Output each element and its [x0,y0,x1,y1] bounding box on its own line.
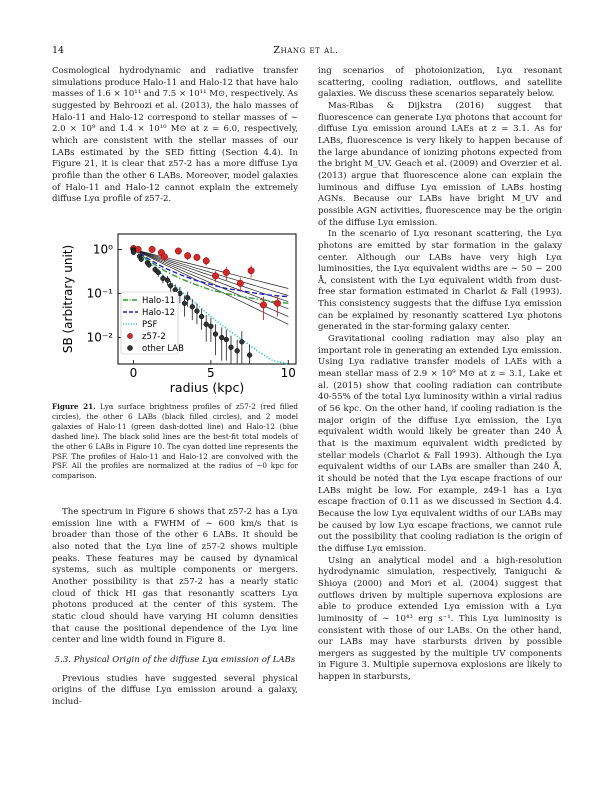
legend-label: Halo-11 [142,296,175,306]
x-axis-label: radius (kpc) [170,380,244,395]
other-lab-point [228,344,234,350]
other-lab-point [223,336,229,343]
legend-label: other LAB [142,344,184,354]
figure-caption: Figure 21. Lyα surface brightness profil… [52,402,298,481]
other-lab-point [160,275,166,282]
legend-label: PSF [142,320,158,330]
other-lab-point [146,262,152,268]
best-fit-line-3 [133,249,289,303]
left-column-bottom: The spectrum in Figure 6 shows that z57-… [52,507,298,709]
other-lab-point [189,304,195,310]
page-number: 14 [52,45,65,56]
z57-2-point [222,269,230,276]
other-lab-point [246,352,253,358]
best-fit-line-6 [133,249,289,325]
caption-label: Figure 21. [52,402,96,411]
psf-model-line [133,248,289,365]
z57-2-point [148,245,156,253]
other-lab-point [155,269,161,276]
y-tick-label: 10⁻¹ [87,286,114,300]
rc-paragraph-3: In the scenario of Lyα resonant scatteri… [318,229,562,333]
legend-marker [127,345,133,351]
plot-frame [117,233,297,365]
other-lab-point [185,295,191,301]
z57-2-point [193,253,201,261]
rc-paragraph-1: ing scenarios of photoionization, Lyα re… [318,66,562,100]
other-lab-point [234,348,240,354]
best-fit-line-4 [133,249,289,310]
other-lab-point [239,339,245,345]
halo-11-model-line [133,248,289,304]
x-tick-label: 10 [281,366,296,380]
best-fit-line-1 [133,249,289,289]
legend-label: z57-2 [142,332,166,342]
legend-label: Halo-12 [142,308,175,318]
other-lab-point [164,277,171,283]
z57-2-point [202,257,210,265]
section-paragraph: Previous studies have suggested several … [52,673,298,707]
y-axis-label: SB (arbitrary unit) [61,245,75,353]
spectrum-paragraph: The spectrum in Figure 6 shows that z57-… [52,507,298,646]
z57-2-point [184,252,192,260]
other-lab-point [219,334,225,341]
rc-paragraph-2: Mas-Ribas & Dijkstra (2016) suggest that… [318,100,562,228]
z57-2-point [260,301,267,309]
z57-2-point [247,267,255,275]
y-tick-label: 10⁰ [93,242,113,256]
rc-paragraph-4: Gravitational cooling radiation may also… [318,334,562,554]
other-lab-point [208,323,214,329]
running-title: Zhang et al. [273,45,339,56]
other-lab-point [212,331,219,337]
best-fit-line-2 [133,249,289,296]
legend-box [120,291,179,355]
other-lab-point [203,321,209,327]
other-lab-point [194,308,200,314]
z57-2-point [212,272,219,280]
caption-text: Lyα surface brightness profiles of z57-2… [52,402,298,481]
z57-2-point [174,247,182,255]
other-lab-point [198,313,205,320]
other-lab-point [167,283,174,289]
x-tick-label: 0 [130,366,138,380]
figure-21-chart: 0 5 10 10⁰ 10⁻¹ 10⁻² Halo-11 Halo-12 PSF z57-2 ot… [61,233,297,395]
halo-12-model-line [133,248,289,298]
y-tick-label: 10⁻² [87,331,114,345]
section-heading: 5.3. Physical Origin of the diffuse Lyα … [54,654,296,665]
rc-paragraph-5: Using an analytical model and a high-res… [318,555,562,683]
z57-2-point [273,299,281,307]
other-lab-point [130,249,137,255]
legend-marker [127,333,133,339]
other-lab-point [138,256,144,262]
x-tick-label: 5 [207,366,215,380]
other-lab-point [172,287,178,293]
z57-2-point [160,253,168,261]
right-column: ing scenarios of photoionization, Lyα re… [318,66,562,684]
intro-paragraph: Cosmological hydrodynamic and radiative … [52,66,298,205]
other-lab-point [181,300,188,306]
z57-2-point [236,279,244,287]
left-column-top: Cosmological hydrodynamic and radiative … [52,66,298,206]
